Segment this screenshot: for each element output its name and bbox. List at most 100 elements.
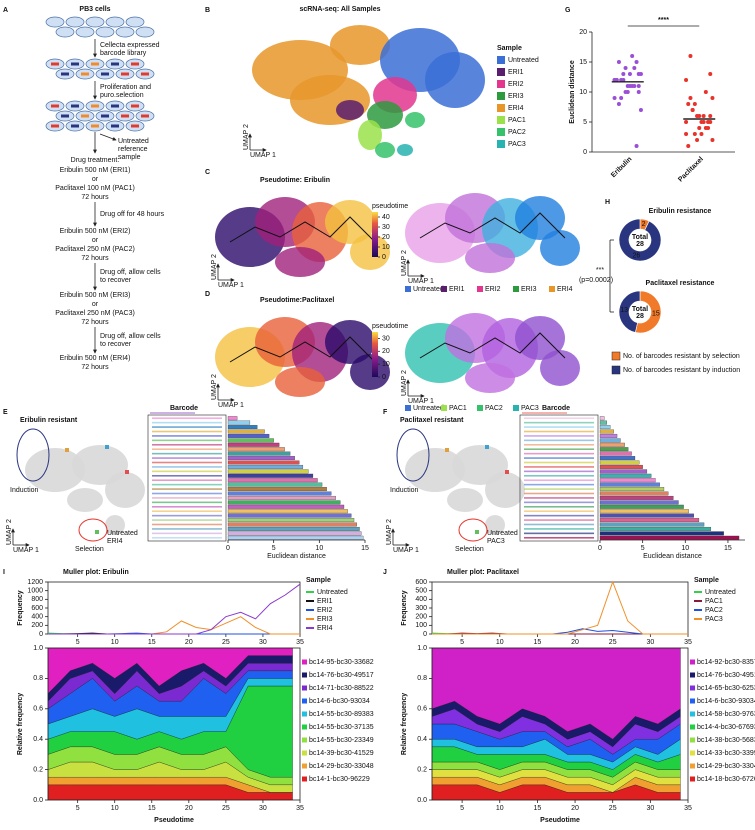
umap-cloud bbox=[397, 144, 413, 156]
bar bbox=[599, 478, 656, 483]
panel-title: Paclitaxel resistant bbox=[400, 417, 464, 424]
y-tick-label: 0.6 bbox=[33, 706, 43, 713]
point bbox=[701, 120, 706, 124]
illegible-label bbox=[524, 435, 594, 437]
legend-label: ERI1 bbox=[317, 598, 333, 605]
legend-label: bc14-76-bc30-49517 bbox=[309, 672, 374, 679]
bar bbox=[227, 429, 265, 434]
illegible-label bbox=[524, 492, 594, 495]
arrow bbox=[99, 133, 117, 141]
legend-label: Untreated bbox=[317, 589, 348, 596]
barcode-stripe bbox=[141, 72, 149, 76]
x-tick-label: 10 bbox=[681, 545, 689, 552]
panel-title: Muller plot: Paclitaxel bbox=[447, 569, 519, 576]
plot-title: scRNA-seq: All Samples bbox=[299, 6, 380, 13]
illegible-label bbox=[152, 417, 222, 420]
axis-label: UMAP 1 bbox=[250, 152, 276, 159]
point bbox=[627, 72, 632, 76]
point bbox=[619, 78, 624, 82]
region-label: Induction bbox=[10, 487, 39, 494]
bar bbox=[227, 456, 295, 461]
panel-letter: A bbox=[3, 7, 8, 14]
legend-swatch bbox=[302, 776, 307, 782]
legend-swatch bbox=[302, 763, 307, 769]
umap-cloud bbox=[325, 200, 375, 244]
barcode-stripe bbox=[111, 124, 119, 128]
point bbox=[695, 138, 700, 142]
bar bbox=[599, 416, 605, 421]
point bbox=[708, 120, 713, 124]
cell bbox=[105, 16, 125, 28]
y-tick-label: 0.0 bbox=[417, 797, 427, 804]
point bbox=[710, 96, 715, 100]
stat-stars: *** bbox=[596, 267, 604, 274]
pie-title: Eribulin resistance bbox=[649, 208, 712, 215]
point bbox=[636, 84, 641, 88]
umap-cloud bbox=[275, 247, 325, 277]
illegible-label bbox=[152, 528, 222, 530]
umap-cloud bbox=[425, 52, 485, 108]
x-tick-label: 20 bbox=[185, 805, 193, 812]
barcode-stripe bbox=[91, 62, 99, 66]
illegible-label bbox=[152, 457, 222, 459]
umap-cloud bbox=[447, 488, 483, 512]
barcode-marker bbox=[505, 470, 509, 474]
legend-swatch bbox=[302, 659, 307, 665]
x-tick-label: 5 bbox=[460, 805, 464, 812]
point bbox=[692, 132, 697, 136]
x-tick-label: 15 bbox=[534, 805, 542, 812]
axis-label: Relative frequency bbox=[401, 693, 408, 755]
illegible-label bbox=[524, 421, 594, 424]
bar bbox=[599, 495, 674, 500]
legend-label: bc14-38-bc30-56838 bbox=[697, 737, 755, 744]
y-tick-label: 200 bbox=[415, 614, 427, 621]
barcode-stripe bbox=[131, 124, 139, 128]
barcode-marker bbox=[105, 445, 109, 449]
legend-swatch bbox=[513, 286, 519, 292]
umap-cloud bbox=[485, 472, 525, 508]
illegible-label bbox=[152, 426, 222, 428]
legend-label: bc14-92-bc30-83570 bbox=[697, 659, 755, 666]
y-tick-label: 1.0 bbox=[33, 645, 43, 652]
center-label: Total bbox=[632, 234, 648, 241]
x-tick-label: 20 bbox=[185, 639, 193, 646]
bar bbox=[227, 504, 345, 509]
legend-swatch bbox=[477, 286, 483, 292]
legend-label: ERI2 bbox=[485, 286, 501, 293]
legend-label: Untreated bbox=[508, 57, 539, 64]
point bbox=[632, 66, 637, 70]
point bbox=[697, 114, 702, 118]
point bbox=[684, 120, 689, 124]
panel-letter: E bbox=[3, 409, 8, 416]
cell bbox=[85, 16, 105, 28]
legend-label: ERI3 bbox=[508, 93, 524, 100]
illegible-label bbox=[152, 435, 222, 437]
bar bbox=[227, 416, 238, 421]
legend-label: bc14-65-bc30-62538 bbox=[697, 685, 755, 692]
point bbox=[621, 72, 626, 76]
axis-label: UMAP 2 bbox=[386, 519, 393, 545]
y-tick-label: 0.4 bbox=[33, 736, 43, 743]
illegible-label bbox=[152, 514, 222, 517]
bar bbox=[227, 513, 352, 518]
bar bbox=[599, 526, 712, 531]
bar bbox=[227, 531, 362, 536]
x-tick-label: 15 bbox=[148, 805, 156, 812]
trajectory bbox=[419, 332, 566, 359]
illegible-label bbox=[152, 443, 222, 446]
flow-step: Paclitaxel 250 nM (PAC2) bbox=[55, 246, 135, 253]
legend-label: ERI3 bbox=[521, 286, 537, 293]
bar bbox=[599, 429, 614, 434]
flow-note: puro.selection bbox=[100, 92, 144, 99]
umap-cloud bbox=[367, 101, 403, 129]
y-tick-label: 200 bbox=[31, 622, 43, 629]
illegible-label bbox=[524, 532, 594, 535]
barcode-stripe bbox=[111, 62, 119, 66]
illegible-label bbox=[152, 497, 222, 499]
colorbar bbox=[372, 332, 378, 377]
label-box bbox=[519, 414, 599, 542]
cell bbox=[135, 26, 155, 38]
x-tick-label: 30 bbox=[259, 805, 267, 812]
legend-title: Sample bbox=[694, 577, 719, 584]
bar bbox=[599, 460, 640, 465]
